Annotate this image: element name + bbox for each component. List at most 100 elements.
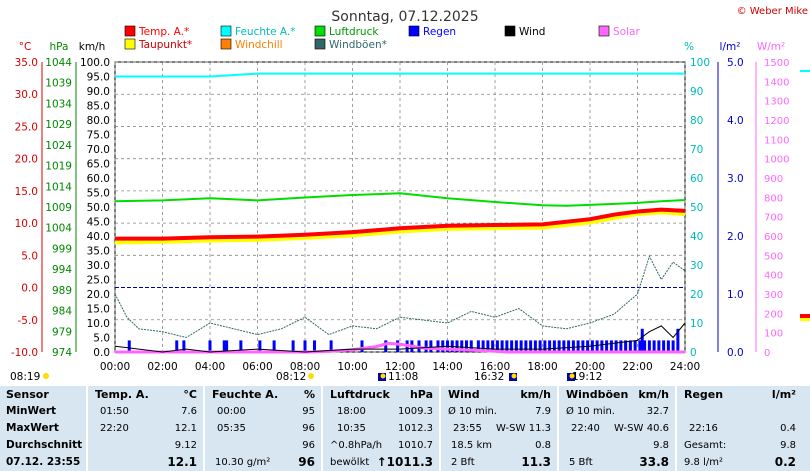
rain-total-label: Gesamt: bbox=[684, 440, 727, 451]
series-line-feuchtea bbox=[115, 72, 685, 78]
pressure-trend: ^0.8hPa/h bbox=[330, 440, 383, 451]
rain-bar bbox=[671, 340, 675, 352]
wind-tick: 35.0 bbox=[87, 246, 110, 258]
humidity-max: 96 bbox=[302, 423, 315, 434]
rain-bar bbox=[469, 340, 473, 352]
temp-tick: -10.0 bbox=[11, 347, 38, 359]
rain-bar bbox=[455, 340, 459, 352]
humidity-tick: 30 bbox=[690, 260, 703, 272]
legend-swatch bbox=[408, 25, 420, 37]
current-temp-marker bbox=[800, 314, 810, 319]
legend-swatch bbox=[598, 25, 610, 37]
legend-label: Taupunkt* bbox=[138, 39, 192, 51]
rain-bar bbox=[222, 340, 226, 352]
rain-bar bbox=[465, 340, 468, 352]
humidity-header: Feuchte A. bbox=[212, 388, 279, 401]
humidity-tick: 100 bbox=[690, 57, 710, 69]
rain-bar bbox=[548, 340, 552, 352]
legend-label: Luftdruck bbox=[329, 26, 379, 38]
sunrise-icon bbox=[308, 373, 314, 379]
rain-bar bbox=[396, 340, 400, 352]
rain-max-time: 22:16 bbox=[689, 423, 718, 434]
gust-now: 33.8 bbox=[639, 455, 669, 469]
moon-phase-icon bbox=[380, 373, 386, 379]
humidity-tick: 70 bbox=[690, 144, 703, 156]
solar-tick: 1100 bbox=[764, 135, 789, 146]
rain-bar bbox=[595, 340, 599, 352]
x-tick: 14:00 bbox=[432, 361, 462, 373]
rain-total: 9.8 bbox=[780, 440, 796, 451]
rain-tick: 5.0 bbox=[727, 57, 744, 69]
x-tick: 22:00 bbox=[622, 361, 652, 373]
temp-column: Temp. A. °C 01:50 7.6 22:20 12.1 9.12 12.1 bbox=[88, 386, 205, 471]
legend-label: Temp. A.* bbox=[138, 26, 189, 38]
temp-tick: 25.0 bbox=[15, 121, 38, 133]
x-tick: 18:00 bbox=[527, 361, 557, 373]
pressure-max: 1012.3 bbox=[398, 423, 433, 434]
wind-tick: 20.0 bbox=[87, 289, 110, 301]
rain-bar bbox=[557, 340, 561, 352]
series-line-taupunkt bbox=[114, 210, 686, 245]
rain-now: 0.2 bbox=[774, 455, 796, 469]
solar-tick: 300 bbox=[764, 290, 783, 301]
rain-bar bbox=[643, 340, 647, 352]
temp-tick: 35.0 bbox=[15, 57, 38, 69]
wind-direction: W-SW bbox=[496, 423, 526, 434]
wind-distance: 18.5 km bbox=[451, 440, 492, 451]
moon-phase-icon bbox=[511, 373, 517, 379]
rain-bar bbox=[533, 340, 537, 352]
rain-bar bbox=[208, 340, 212, 352]
legend-swatch bbox=[504, 25, 516, 37]
rain-tick: 3.0 bbox=[727, 173, 744, 185]
wind-tick: 75.0 bbox=[87, 130, 110, 142]
rain-bar bbox=[619, 340, 623, 352]
rain-tick: 0.0 bbox=[727, 347, 744, 359]
gust-avg: 9.8 bbox=[653, 440, 669, 451]
humidity-tick: 40 bbox=[690, 231, 703, 243]
temp-tick: -5.0 bbox=[18, 315, 39, 327]
rain-now-label: 9.8 l/m² bbox=[684, 457, 723, 468]
x-tick: 20:00 bbox=[575, 361, 605, 373]
axis-label-wind: km/h bbox=[79, 41, 106, 53]
sun-time-label: 19:12 bbox=[572, 371, 602, 383]
humidity-min-time: 00:00 bbox=[217, 406, 246, 417]
sensor-header: Sensor bbox=[6, 388, 49, 401]
temp-min-time: 01:50 bbox=[100, 406, 129, 417]
solar-tick: 1400 bbox=[764, 77, 789, 88]
legend-label: Feuchte A.* bbox=[235, 26, 296, 38]
rain-bar bbox=[360, 340, 364, 352]
rain-bar bbox=[543, 340, 547, 352]
wind-tick: 15.0 bbox=[87, 304, 110, 316]
rain-tick: 4.0 bbox=[727, 115, 744, 127]
pressure-tick: 989 bbox=[52, 285, 72, 297]
legend-label: Windböen* bbox=[329, 39, 387, 51]
temp-unit: °C bbox=[183, 388, 197, 401]
sun-time-label: 16:32 bbox=[474, 371, 504, 383]
pressure-tick: 1009 bbox=[45, 202, 72, 214]
wind-avg: 0.8 bbox=[535, 440, 551, 451]
rain-bar bbox=[652, 340, 656, 352]
pressure-tick: 1044 bbox=[45, 57, 72, 69]
pressure-tick: 1039 bbox=[45, 78, 72, 90]
temp-tick: 20.0 bbox=[15, 154, 38, 166]
current-dewpoint-marker bbox=[800, 318, 810, 321]
rain-bar bbox=[633, 340, 637, 352]
copyright: © Weber Mike bbox=[737, 6, 808, 17]
wind-tick: 55.0 bbox=[87, 188, 110, 200]
legend-swatch bbox=[314, 38, 326, 50]
wind-tick: 30.0 bbox=[87, 260, 110, 272]
rain-bar bbox=[429, 340, 433, 352]
wind-tick: 95.0 bbox=[87, 72, 110, 84]
legend-label: Windchill bbox=[235, 39, 283, 51]
axis-label-temp: °C bbox=[19, 41, 32, 53]
rain-bar bbox=[676, 328, 680, 352]
pressure-tick: 979 bbox=[52, 326, 72, 338]
rain-tick: 1.0 bbox=[727, 289, 744, 301]
solar-tick: 500 bbox=[764, 251, 783, 262]
legend-swatch bbox=[220, 38, 232, 50]
rain-bar bbox=[529, 340, 533, 352]
rain-bar bbox=[272, 340, 276, 352]
temp-max-time: 22:20 bbox=[100, 423, 129, 434]
humidity-now: 96 bbox=[298, 455, 315, 469]
rain-bar bbox=[436, 340, 440, 352]
